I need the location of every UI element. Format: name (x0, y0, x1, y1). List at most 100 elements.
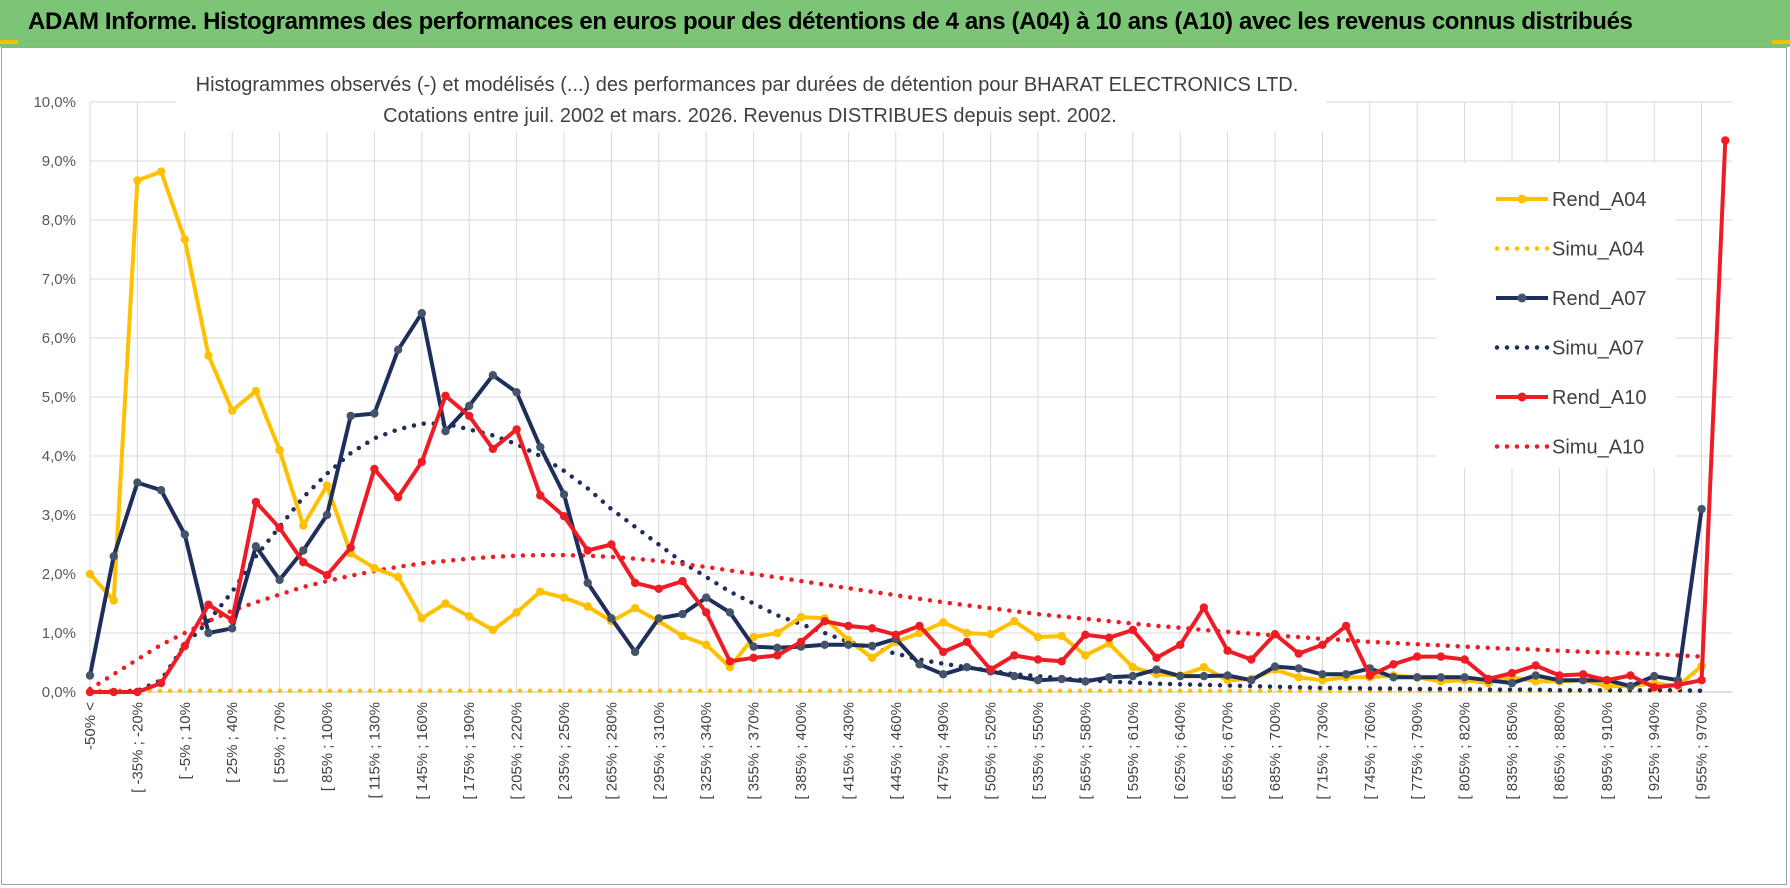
data-point (512, 608, 521, 617)
data-point (417, 614, 426, 623)
x-tick-label: [ 625% ; 640% (1172, 702, 1189, 800)
legend-marker (1517, 194, 1527, 204)
x-tick-label: [ 895% ; 910% (1599, 702, 1616, 800)
x-tick-label: [ 415% ; 430% (840, 702, 857, 800)
legend-marker (1517, 293, 1527, 303)
data-point (702, 608, 711, 617)
data-point (228, 624, 237, 633)
data-point (133, 478, 142, 487)
data-point (1294, 664, 1303, 673)
x-tick-label: [ 865% ; 880% (1551, 702, 1568, 800)
legend-item-simu-a07: Simu_A07 (1494, 338, 1644, 360)
data-point (630, 604, 640, 613)
data-point (1578, 670, 1588, 679)
data-point (1389, 673, 1398, 682)
data-point (1270, 662, 1280, 671)
data-point (133, 176, 142, 185)
data-point (204, 600, 213, 609)
data-point (1389, 660, 1398, 669)
data-point (986, 630, 995, 639)
data-point (156, 167, 166, 176)
data-point (441, 427, 450, 436)
legend-item-simu-a10: Simu_A10 (1494, 437, 1644, 459)
data-point (251, 386, 261, 396)
corner-accent-right (1772, 40, 1790, 44)
data-point (109, 552, 118, 561)
data-point (725, 657, 735, 666)
data-point (867, 624, 877, 633)
data-point (299, 558, 308, 567)
x-tick-label: [ 535% ; 550% (1030, 702, 1047, 800)
data-point (1010, 617, 1019, 626)
header-bar: ADAM Informe. Histogrammes des performan… (0, 0, 1790, 47)
data-point (85, 569, 95, 579)
data-point (939, 670, 948, 679)
data-point (1199, 671, 1209, 681)
data-point (488, 625, 498, 635)
y-tick-label: 0,0% (42, 684, 76, 701)
y-tick-label: 2,0% (42, 566, 76, 583)
data-point (1294, 649, 1303, 658)
data-point (773, 651, 782, 660)
data-point (370, 409, 379, 418)
data-point (867, 641, 877, 651)
data-point (512, 425, 521, 434)
x-tick-label: [ 145% ; 160% (414, 702, 431, 800)
data-point (251, 542, 261, 551)
data-point (844, 621, 853, 631)
data-point (465, 401, 474, 411)
x-tick-label: [ 715% ; 730% (1314, 702, 1331, 800)
x-tick-label: [ 205% ; 220% (509, 702, 526, 800)
data-point (1247, 655, 1256, 664)
data-point (891, 630, 900, 639)
legend-label: Rend_A07 (1552, 288, 1647, 310)
data-point (820, 617, 829, 626)
data-point (441, 391, 450, 400)
data-point (844, 640, 853, 649)
data-point (1673, 680, 1683, 690)
data-point (488, 444, 498, 454)
data-point (1294, 673, 1303, 682)
data-point (180, 641, 189, 651)
data-point (1341, 621, 1351, 631)
data-point (180, 530, 189, 539)
x-tick-label: -50% < (82, 702, 99, 750)
legend-item-rend-a10: Rend_A10 (1496, 387, 1647, 409)
data-point (441, 599, 450, 608)
data-point (678, 631, 687, 641)
data-point (512, 388, 521, 397)
legend-marker (1517, 392, 1527, 402)
legend-item-simu-a04: Simu_A04 (1494, 239, 1644, 261)
data-point (1104, 673, 1114, 682)
data-point (1436, 673, 1446, 682)
data-point (1223, 671, 1232, 680)
data-point (773, 628, 782, 638)
data-point (228, 406, 237, 415)
data-point (1033, 632, 1043, 642)
data-point (1033, 655, 1043, 664)
data-point (725, 663, 735, 672)
series-simu-a07 (87, 421, 1704, 695)
legend-item-rend-a07: Rend_A07 (1496, 288, 1647, 310)
x-tick-label: [ 115% ; 130% (366, 702, 383, 798)
y-tick-label: 5,0% (42, 389, 76, 406)
data-point (1010, 671, 1019, 681)
x-tick-label: [ 385% ; 400% (793, 702, 810, 800)
data-point (702, 640, 711, 649)
legend-background (1436, 163, 1676, 468)
data-point (488, 371, 498, 380)
x-tick-label: [ 25% ; 40% (224, 702, 241, 783)
data-point (1318, 640, 1327, 649)
x-tick-label: [ -5% ; 10% (177, 702, 194, 780)
data-point (1413, 673, 1422, 682)
data-point (1436, 652, 1446, 661)
data-point (1176, 671, 1185, 681)
data-point (678, 609, 687, 619)
chart-subtitle: Cotations entre juil. 2002 et mars. 2026… (383, 105, 1117, 127)
data-point (630, 578, 640, 588)
data-point (536, 491, 545, 500)
chart-frame (1, 47, 1787, 885)
legend-item-rend-a04: Rend_A04 (1496, 189, 1647, 211)
data-point (1081, 651, 1090, 660)
